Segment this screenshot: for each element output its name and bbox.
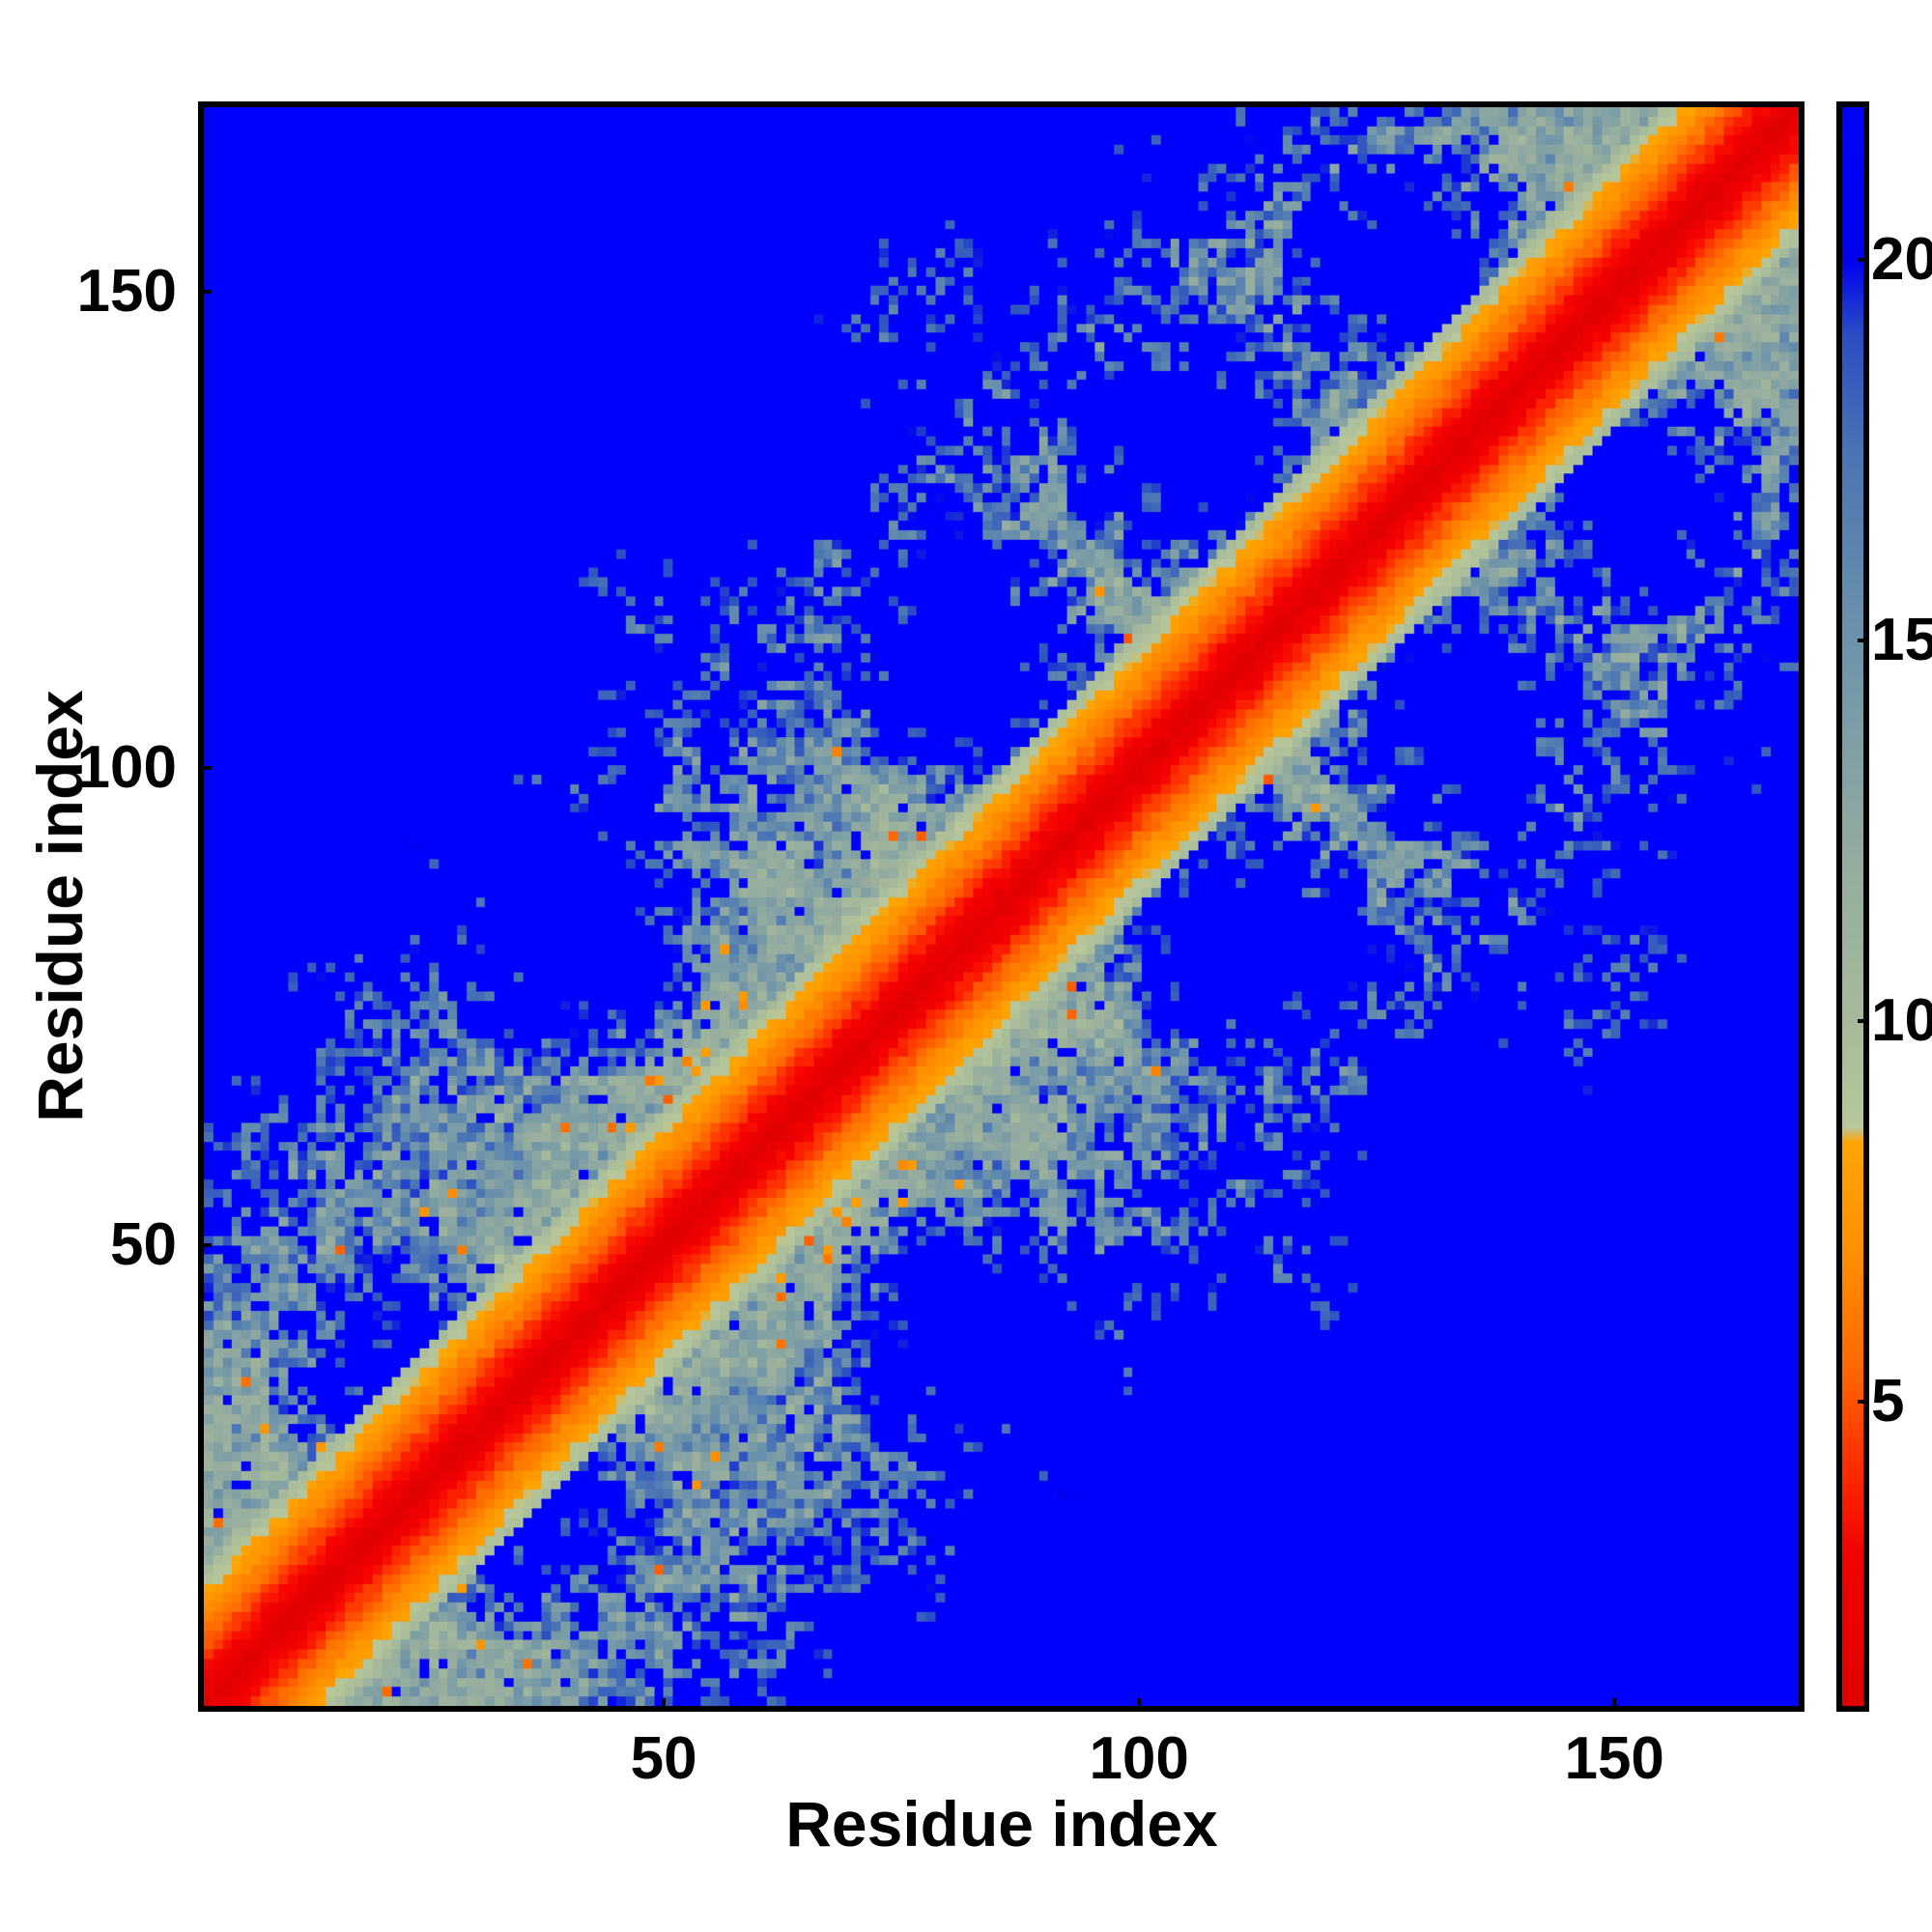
y-tick-mark (198, 766, 212, 771)
colorbar-tick-mark (1858, 638, 1868, 642)
distance-matrix-heatmap (204, 107, 1799, 1706)
colorbar-tick-label: 20 (1871, 225, 1932, 293)
x-tick-mark (1612, 1698, 1617, 1712)
colorbar-tick-label: 10 (1871, 986, 1932, 1054)
y-tick-label: 100 (76, 734, 177, 802)
y-axis-title: Residue index (24, 690, 96, 1122)
colorbar-tick-label: 15 (1871, 606, 1932, 673)
colorbar-gradient (1842, 107, 1863, 1706)
x-tick-label: 150 (1564, 1725, 1664, 1792)
y-tick-mark (198, 290, 212, 295)
colorbar-tick-mark (1858, 257, 1868, 262)
y-tick-mark (198, 1242, 212, 1247)
x-tick-mark (1137, 1698, 1142, 1712)
x-tick-label: 50 (630, 1725, 697, 1792)
y-tick-label: 50 (110, 1210, 177, 1278)
colorbar-tick-mark (1858, 1399, 1868, 1404)
x-axis-title: Residue index (785, 1788, 1218, 1860)
y-tick-label: 150 (76, 258, 177, 326)
colorbar-tick-label: 5 (1871, 1367, 1905, 1435)
x-tick-mark (662, 1698, 667, 1712)
heatmap-plot-area (198, 101, 1804, 1712)
colorbar (1836, 101, 1869, 1712)
colorbar-tick-mark (1858, 1018, 1868, 1023)
x-tick-label: 100 (1089, 1725, 1189, 1792)
